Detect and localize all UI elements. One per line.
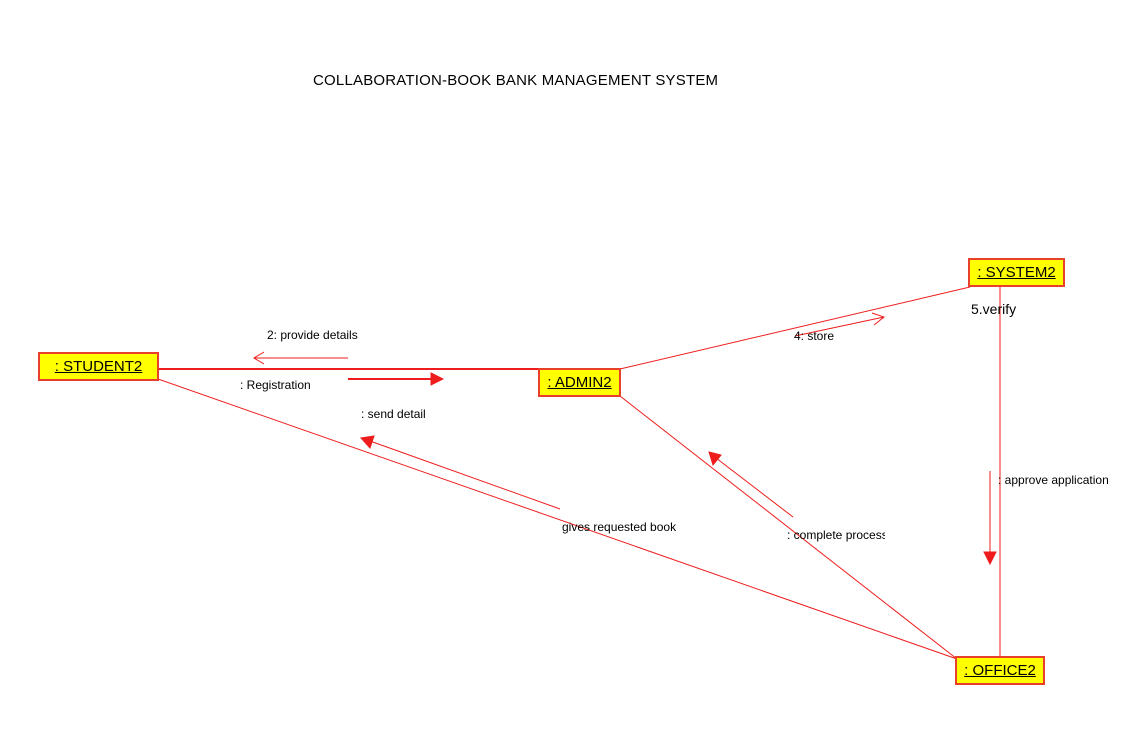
object-system[interactable]: : SYSTEM2 [968, 258, 1065, 287]
diagram-title: COLLABORATION-BOOK BANK MANAGEMENT SYSTE… [313, 72, 719, 89]
message-complete-process: : complete process [787, 528, 885, 542]
message-registration: : Registration [240, 378, 311, 392]
message-gives-requested-book: gives requested book [562, 520, 677, 534]
arrow-store [794, 312, 886, 337]
arrow-approve-application [983, 471, 997, 566]
object-student[interactable]: : STUDENT2 [38, 352, 159, 381]
message-send-detail: : send detail [361, 407, 426, 421]
message-approve-application: : approve application [998, 473, 1108, 487]
arrow-provide-details [253, 351, 348, 365]
message-provide-details: 2: provide details [267, 328, 358, 342]
object-admin[interactable]: : ADMIN2 [538, 368, 621, 397]
arrow-send-detail [360, 435, 561, 510]
link-admin-office [619, 395, 958, 660]
message-verify: 5.verify [971, 301, 1017, 317]
object-office[interactable]: : OFFICE2 [955, 656, 1045, 685]
arrow-complete-process [708, 451, 794, 518]
arrow-registration [348, 372, 445, 386]
link-student-office [157, 378, 958, 660]
link-admin-system [619, 286, 971, 370]
message-store: 4: store [794, 329, 835, 343]
